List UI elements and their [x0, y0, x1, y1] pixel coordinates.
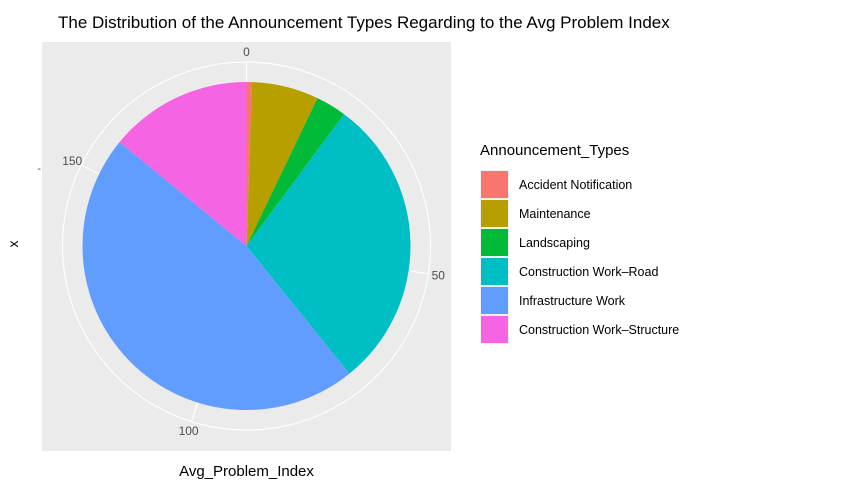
legend-swatch: [481, 200, 508, 227]
legend-key: [480, 286, 509, 315]
legend-swatch: [481, 171, 508, 198]
legend-swatch: [481, 258, 508, 285]
pie-slice-maintenance: [246, 82, 318, 246]
legend-label: Landscaping: [519, 235, 590, 250]
legend-swatch: [481, 287, 508, 314]
legend-key: [480, 199, 509, 228]
pie-slice-accident-notification: [246, 82, 253, 246]
legend-item-landscaping: Landscaping: [480, 228, 679, 257]
angular-tick-label-50: 50: [432, 268, 446, 282]
angular-tick-label-0: 0: [243, 45, 250, 59]
tick-layer: 0 50 100 150: [62, 45, 445, 438]
pie-slice-infrastructure-work: [82, 142, 350, 411]
legend-label: Construction Work–Road: [519, 264, 659, 279]
legend-key: [480, 228, 509, 257]
pie-slice-construction-work-road: [246, 114, 411, 374]
legend-items: Accident Notification Maintenance Landscap…: [480, 170, 679, 344]
x-axis-label: Avg_Problem_Index: [179, 463, 314, 480]
legend-key: [480, 257, 509, 286]
legend-label: Infrastructure Work: [519, 293, 626, 308]
legend-item-construction-work-structure: Construction Work–Structure: [480, 315, 679, 344]
chart-title: The Distribution of the Announcement Typ…: [58, 13, 670, 32]
pie-slice-landscaping: [246, 98, 345, 246]
legend-item-infrastructure-work: Infrastructure Work: [480, 286, 679, 315]
legend-label: Construction Work–Structure: [519, 322, 680, 337]
legend-item-accident-notification: Accident Notification: [480, 170, 679, 199]
legend-label: Accident Notification: [519, 177, 633, 192]
legend-swatch: [481, 229, 508, 256]
y-tick-label: -: [37, 163, 41, 175]
legend-key: [480, 170, 509, 199]
legend: Announcement_Types Accident Notification…: [480, 142, 679, 344]
legend-label: Maintenance: [519, 206, 591, 221]
angular-tick-label-100: 100: [179, 424, 199, 438]
legend-item-maintenance: Maintenance: [480, 199, 679, 228]
legend-item-construction-work-road: Construction Work–Road: [480, 257, 679, 286]
slice-layer: [82, 82, 411, 411]
legend-swatch: [481, 316, 508, 343]
angular-tick-label-150: 150: [62, 154, 82, 168]
pie-slice-construction-work-structure: [119, 82, 247, 246]
legend-title: Announcement_Types: [480, 142, 630, 159]
legend-key: [480, 315, 509, 344]
